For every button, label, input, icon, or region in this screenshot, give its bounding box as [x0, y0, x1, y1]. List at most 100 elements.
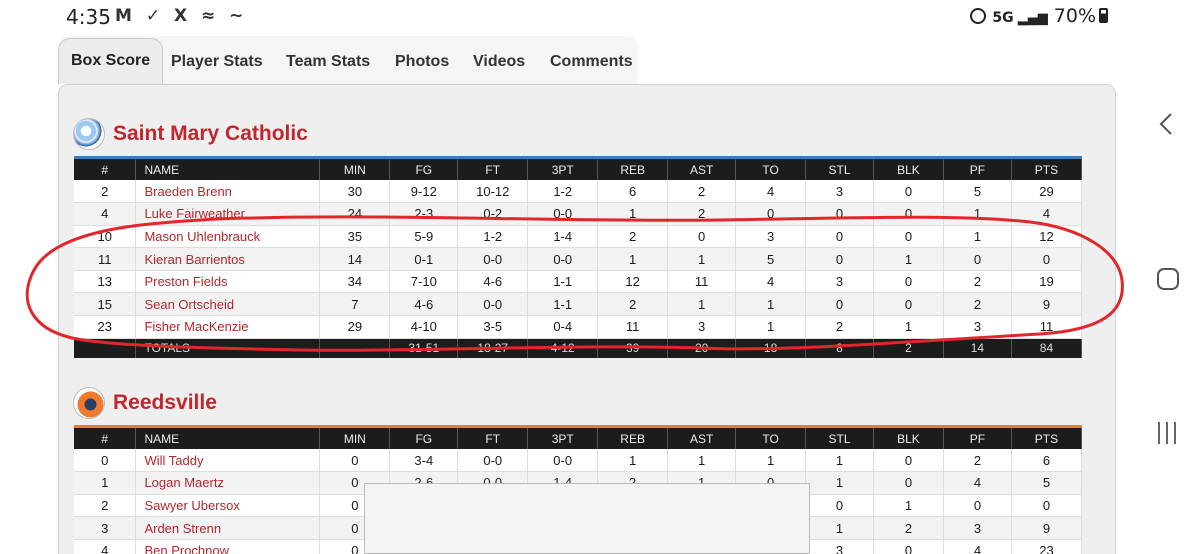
player-name-cell: Will Taddy — [135, 449, 321, 473]
tab-videos[interactable]: Videos — [473, 53, 526, 70]
column-header[interactable]: MIN — [319, 428, 391, 449]
player-name-cell: Arden Strenn — [135, 516, 321, 540]
stat-cell: 3 — [735, 225, 807, 249]
totals-cell — [74, 338, 137, 359]
stat-cell: 2 — [943, 270, 1012, 294]
team-name[interactable]: Saint Mary Catholic — [113, 122, 308, 145]
player-name-link[interactable]: Braeden Brenn — [144, 183, 232, 199]
stat-cell: 0 — [873, 180, 944, 204]
column-header[interactable]: NAME — [135, 428, 321, 449]
stat-cell: 0 — [667, 225, 737, 249]
column-header[interactable]: BLK — [873, 428, 944, 449]
column-header[interactable]: 3PT — [527, 159, 599, 180]
stat-cell: 10 — [74, 225, 137, 249]
player-name-link[interactable]: Kieran Barrientos — [144, 251, 245, 267]
column-header[interactable]: MIN — [319, 159, 391, 180]
player-name-link[interactable]: Fisher MacKenzie — [144, 319, 249, 335]
stat-cell: 1-1 — [527, 292, 599, 317]
column-header[interactable]: AST — [667, 428, 737, 449]
tab-player-stats[interactable]: Player Stats — [171, 53, 263, 70]
alarm-icon — [970, 8, 987, 24]
stat-cell: 4-6 — [389, 292, 459, 317]
column-header[interactable]: PTS — [1011, 159, 1083, 180]
stat-cell: 19 — [1011, 270, 1083, 294]
player-name-cell: Fisher MacKenzie — [135, 315, 321, 339]
player-name-cell: Sawyer Ubersox — [135, 494, 321, 518]
network-type: 5G — [992, 10, 1014, 26]
totals-row: TOTALS 31-51 18-27 4-12 39 20 18 8 2 14 84 — [74, 338, 1083, 359]
recent-apps-icon[interactable] — [1156, 422, 1180, 444]
player-name-link[interactable]: Sean Ortscheid — [144, 296, 235, 312]
totals-cell: TOTALS — [135, 338, 321, 359]
player-name-cell: Luke Fairweather — [135, 202, 321, 226]
column-header[interactable]: BLK — [873, 159, 944, 180]
stat-cell: 29 — [319, 315, 391, 339]
tab-team-stats[interactable]: Team Stats — [286, 53, 371, 70]
column-header[interactable]: FG — [389, 428, 459, 449]
stat-cell: 11 — [74, 247, 137, 271]
team-name[interactable]: Reedsville — [113, 391, 217, 414]
home-icon[interactable] — [1157, 268, 1179, 290]
player-name-link[interactable]: Mason Uhlenbrauck — [144, 228, 261, 244]
tab-photos[interactable]: Photos — [395, 53, 450, 70]
column-header[interactable]: PF — [943, 159, 1012, 180]
player-name-link[interactable]: Will Taddy — [144, 452, 204, 468]
column-header[interactable]: # — [74, 159, 137, 180]
column-header[interactable]: FT — [457, 428, 529, 449]
tab-bar: Box Score Player Stats Team Stats Photos… — [58, 36, 638, 84]
column-header[interactable]: PTS — [1011, 428, 1083, 449]
tab-comments[interactable]: Comments — [550, 53, 633, 70]
status-bar: 4:35 M ✓ X ≈ ~ 5G ▂▄▆ 70% — [0, 0, 1200, 34]
column-header[interactable]: FG — [389, 159, 459, 180]
stat-cell: 0 — [805, 292, 874, 317]
column-header[interactable]: REB — [597, 159, 669, 180]
tab-box-score[interactable]: Box Score — [58, 38, 164, 84]
stat-cell: 12 — [1011, 225, 1083, 249]
stat-cell: 4 — [735, 270, 807, 294]
stat-cell: 5 — [735, 247, 807, 271]
stat-cell: 0 — [805, 247, 874, 271]
column-header[interactable]: STL — [805, 159, 874, 180]
player-name-link[interactable]: Sawyer Ubersox — [144, 497, 240, 513]
stat-cell: 0 — [873, 225, 944, 249]
column-header[interactable]: TO — [735, 159, 807, 180]
stat-cell: 0 — [805, 225, 874, 249]
column-header[interactable]: AST — [667, 159, 737, 180]
column-header[interactable]: NAME — [135, 159, 321, 180]
stat-cell: 1 — [597, 449, 669, 473]
column-header[interactable]: PF — [943, 428, 1012, 449]
back-icon[interactable] — [1158, 112, 1174, 136]
stat-cell: 23 — [1011, 539, 1083, 554]
status-right: 5G ▂▄▆ 70% — [970, 5, 1108, 27]
player-name-link[interactable]: Logan Maertz — [144, 475, 224, 491]
stat-cell: 5 — [1011, 471, 1083, 495]
stat-cell: 2 — [943, 449, 1012, 473]
notification-icons: M ✓ X ≈ ~ — [115, 6, 248, 26]
team-accent-line — [74, 156, 1082, 159]
status-time: 4:35 — [66, 5, 111, 29]
column-header[interactable]: FT — [457, 159, 529, 180]
column-header[interactable]: # — [74, 428, 137, 449]
stat-cell: 0 — [735, 202, 807, 226]
box-score-table-home: # NAME MIN FG FT 3PT REB AST TO STL BLK PF PTS 2 Brae… — [74, 159, 1083, 359]
stat-cell: 1-2 — [527, 180, 599, 204]
column-header[interactable]: TO — [735, 428, 807, 449]
saint-mary-logo-icon — [73, 118, 105, 150]
stat-cell: 11 — [597, 315, 669, 339]
player-name-link[interactable]: Preston Fields — [144, 274, 228, 290]
stat-cell: 2 — [667, 180, 737, 204]
stat-cell: 1 — [735, 315, 807, 339]
stat-cell: 2 — [873, 516, 944, 540]
stat-cell: 1-2 — [457, 225, 529, 249]
player-name-link[interactable]: Luke Fairweather — [144, 206, 245, 222]
team-header-away: Reedsville — [73, 383, 217, 423]
stat-cell: 1 — [597, 247, 669, 271]
player-name-link[interactable]: Arden Strenn — [144, 520, 222, 536]
player-name-link[interactable]: Ben Prochnow — [144, 543, 230, 554]
column-header[interactable]: 3PT — [527, 428, 599, 449]
column-header[interactable]: STL — [805, 428, 874, 449]
stat-cell: 1 — [74, 471, 137, 495]
column-header[interactable]: REB — [597, 428, 669, 449]
stat-cell: 0-1 — [389, 247, 459, 271]
stat-cell: 1 — [943, 225, 1012, 249]
